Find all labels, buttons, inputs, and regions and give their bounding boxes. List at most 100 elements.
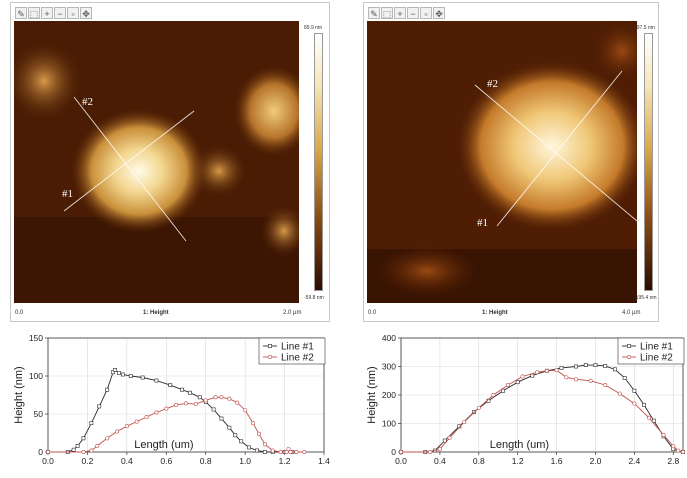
- plot-frame: [400, 337, 684, 453]
- data-point: [302, 450, 307, 455]
- data-point: [184, 401, 189, 406]
- data-point: [197, 395, 202, 400]
- x-tick-label: 2.0: [590, 456, 602, 466]
- legend-marker: [627, 344, 631, 348]
- x-axis-title: 1: Height: [143, 310, 169, 316]
- afm-height-map[interactable]: #2 #1: [367, 21, 637, 303]
- data-point: [564, 375, 569, 380]
- x-tick-label: 0.2: [82, 456, 94, 466]
- x-axis-title: 1: Height: [482, 310, 508, 316]
- data-point: [154, 410, 159, 415]
- zoom-region-icon[interactable]: ⬚: [28, 7, 40, 19]
- data-point: [544, 368, 549, 373]
- data-point: [574, 364, 578, 369]
- data-point: [203, 398, 208, 403]
- colorbar: [644, 33, 653, 291]
- data-point: [117, 371, 121, 375]
- data-point: [447, 435, 452, 440]
- data-point: [233, 433, 238, 438]
- data-point: [603, 383, 608, 388]
- data-point: [294, 450, 299, 455]
- pan-icon[interactable]: ✥: [80, 7, 92, 19]
- x-tick-label: 0.0: [42, 456, 54, 466]
- data-point: [256, 431, 261, 436]
- colorbar-min: -59.8 nm: [304, 295, 324, 301]
- x-axis-start: 0.0: [368, 310, 377, 316]
- y-tick-label: 100: [382, 419, 396, 429]
- x-tick-label: 1.6: [551, 456, 563, 466]
- y-axis-title: Height (nm): [13, 366, 25, 423]
- zoom-out-icon[interactable]: −: [54, 7, 66, 19]
- height-profile-chart-right: 0.0 0.4 0.8 1.2 1.6 2.0 2.4 2.8 0 100 200 300 400 Len…: [366, 334, 685, 466]
- zoom-in-icon[interactable]: +: [394, 7, 406, 19]
- data-point: [617, 391, 622, 396]
- x-axis-title: Length (um): [134, 439, 193, 451]
- data-point: [476, 405, 481, 410]
- profile-line-2[interactable]: [73, 96, 187, 242]
- x-tick-label: 2.4: [628, 456, 640, 466]
- data-point: [676, 448, 681, 453]
- afm-image-panel-left: ✎ ⬚ + − ▫ ✥ #2 #1 89.9 nm -59.8 nm 0.0 1…: [10, 2, 330, 322]
- line-label-1: #1: [477, 217, 488, 229]
- x-tick-label: 1.0: [239, 456, 251, 466]
- legend-box: [258, 337, 326, 365]
- y-tick-label: 300: [382, 362, 396, 372]
- data-point: [89, 421, 94, 426]
- y-tick-label: 200: [382, 390, 396, 400]
- colorbar: [314, 33, 323, 291]
- data-point: [144, 415, 149, 420]
- data-point: [530, 373, 535, 378]
- data-point: [111, 370, 115, 375]
- x-axis-title: Length (um): [490, 439, 549, 451]
- data-point: [105, 387, 110, 392]
- profile-line-1[interactable]: [496, 70, 623, 227]
- x-tick-label: 0.8: [473, 456, 485, 466]
- data-point: [75, 444, 80, 448]
- x-tick-label: 1.2: [512, 456, 524, 466]
- y-tick-label: 0: [391, 447, 396, 457]
- pencil-icon[interactable]: ✎: [15, 7, 27, 19]
- data-point: [642, 403, 647, 407]
- data-point: [462, 420, 467, 425]
- plot-frame: [47, 337, 325, 453]
- y-tick-label: 0: [38, 447, 43, 457]
- data-point: [89, 448, 94, 453]
- data-point: [428, 450, 433, 455]
- zoom-in-icon[interactable]: +: [41, 7, 53, 19]
- line-label-2: #2: [487, 78, 498, 90]
- data-point: [154, 378, 159, 383]
- pencil-icon[interactable]: ✎: [368, 7, 380, 19]
- legend-marker: [268, 344, 272, 348]
- data-point: [680, 450, 685, 455]
- x-axis-end: 4.0 µm: [622, 310, 641, 316]
- data-point: [213, 395, 218, 400]
- profile-line-1[interactable]: [63, 110, 195, 212]
- pan-icon[interactable]: ✥: [433, 7, 445, 19]
- afm-height-map[interactable]: #2 #1: [14, 21, 299, 303]
- data-point: [622, 375, 627, 380]
- data-point: [288, 450, 293, 455]
- legend-label: Line #1: [281, 342, 314, 353]
- data-point: [105, 436, 110, 441]
- x-tick-label: 1.2: [279, 456, 291, 466]
- x-tick-label: 2.8: [667, 456, 679, 466]
- fit-icon[interactable]: ▫: [67, 7, 79, 19]
- data-point: [501, 388, 506, 393]
- data-point: [520, 374, 525, 379]
- x-tick-label: 0.0: [395, 456, 407, 466]
- data-point: [505, 383, 510, 388]
- data-point: [262, 442, 267, 447]
- data-point: [632, 401, 637, 406]
- data-point: [95, 443, 100, 448]
- data-point: [651, 418, 656, 423]
- zoom-out-icon[interactable]: −: [407, 7, 419, 19]
- legend-marker: [267, 354, 272, 359]
- data-point: [535, 370, 540, 375]
- data-point: [121, 372, 125, 377]
- colorbar-max: 89.9 nm: [304, 25, 323, 31]
- data-point: [671, 444, 676, 449]
- zoom-region-icon[interactable]: ⬚: [381, 7, 393, 19]
- fit-icon[interactable]: ▫: [420, 7, 432, 19]
- y-tick-label: 100: [29, 371, 43, 381]
- data-point: [97, 404, 102, 409]
